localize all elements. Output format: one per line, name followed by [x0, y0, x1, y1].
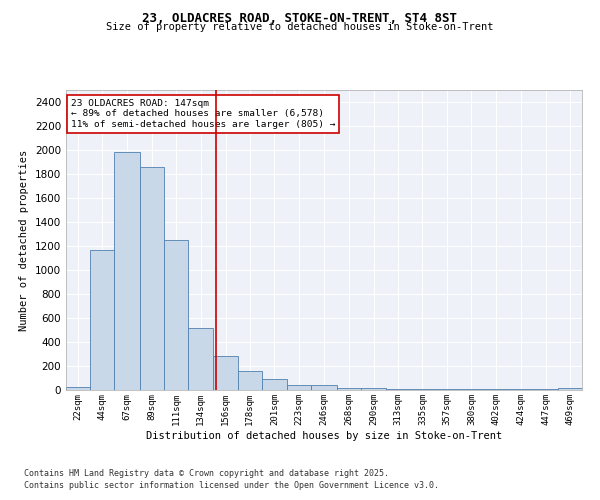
Y-axis label: Number of detached properties: Number of detached properties [19, 150, 29, 330]
Bar [337, 388, 361, 390]
X-axis label: Distribution of detached houses by size in Stoke-on-Trent: Distribution of detached houses by size … [146, 430, 502, 440]
Bar [287, 384, 311, 390]
Bar [90, 250, 115, 390]
Bar [311, 384, 337, 390]
Text: Contains public sector information licensed under the Open Government Licence v3: Contains public sector information licen… [24, 481, 439, 490]
Bar [115, 152, 140, 390]
Bar [140, 167, 164, 390]
Text: Contains HM Land Registry data © Crown copyright and database right 2025.: Contains HM Land Registry data © Crown c… [24, 468, 389, 477]
Bar [361, 388, 386, 390]
Text: 23, OLDACRES ROAD, STOKE-ON-TRENT, ST4 8ST: 23, OLDACRES ROAD, STOKE-ON-TRENT, ST4 8… [143, 12, 458, 26]
Text: Size of property relative to detached houses in Stoke-on-Trent: Size of property relative to detached ho… [106, 22, 494, 32]
Bar [238, 372, 262, 390]
Bar [164, 240, 188, 390]
Bar [214, 356, 238, 390]
Bar [558, 388, 582, 390]
Bar [188, 328, 214, 390]
Bar [66, 387, 90, 390]
Text: 23 OLDACRES ROAD: 147sqm
← 89% of detached houses are smaller (6,578)
11% of sem: 23 OLDACRES ROAD: 147sqm ← 89% of detach… [71, 99, 335, 129]
Bar [262, 379, 287, 390]
